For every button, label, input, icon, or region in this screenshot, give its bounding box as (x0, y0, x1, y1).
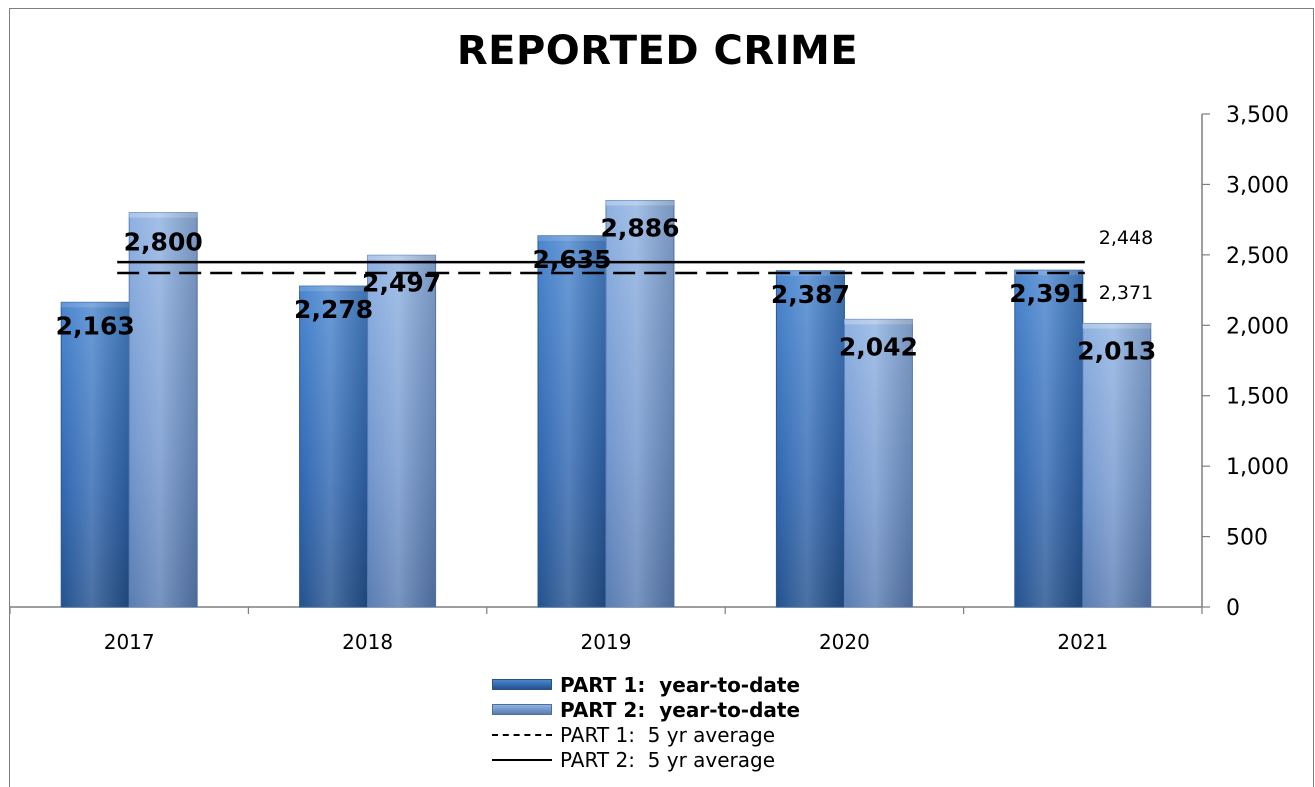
legend-item-part2-avg: PART 2: 5 yr average (492, 747, 800, 772)
legend-swatch-part2 (492, 704, 552, 715)
reference-lines-layer (117, 260, 1085, 275)
x-tick-label: 2017 (104, 630, 155, 654)
bar-shade-part1-2018 (299, 286, 368, 607)
legend-label-part2-avg: PART 2: 5 yr average (560, 747, 776, 772)
x-tick-label: 2020 (819, 630, 870, 654)
avg-label-part1: 2,371 (1099, 282, 1153, 304)
y-tick-label: 500 (1226, 526, 1268, 551)
chart-title: REPORTED CRIME (456, 28, 859, 74)
legend-item-part1: PART 1: year-to-date (492, 672, 800, 697)
bar-shade-part2-2021 (1082, 323, 1151, 607)
data-label-part1-2018: 2,278 (294, 295, 373, 324)
bar-shade-part2-2017 (129, 212, 198, 607)
bar-shade-part1-2020 (776, 270, 845, 607)
x-tick-label: 2021 (1057, 630, 1108, 654)
y-tick-label: 1,500 (1226, 385, 1289, 410)
data-label-part2-2017: 2,800 (124, 228, 203, 257)
bar-shade-part2-2020 (844, 319, 913, 607)
legend-label-part1-avg: PART 1: 5 yr average (560, 722, 776, 747)
legend-item-part1-avg: PART 1: 5 yr average (492, 722, 800, 747)
bar-shade-part1-2021 (1014, 270, 1083, 607)
y-tick-label: 2,500 (1226, 244, 1289, 269)
bar-shade-part2-2019 (606, 200, 674, 608)
bar-shade-part1-2017 (61, 302, 130, 607)
chart-frame (9, 8, 1314, 787)
bar-shade-part1-2019 (538, 235, 606, 607)
legend-solid-line (492, 758, 552, 761)
legend-label-part2: PART 2: year-to-date (560, 697, 801, 722)
legend-swatch-part1 (492, 679, 552, 690)
x-tick-label: 2019 (581, 630, 632, 654)
data-label-part1-2019: 2,635 (532, 245, 611, 274)
labels-layer: 2017 2018 2019 2020 2021 2,371 2,448 2,163 2,800… (56, 213, 1157, 654)
y-tick-label: 0 (1226, 596, 1240, 621)
bars-layer (60, 199, 1152, 608)
y-tick-label: 3,500 (1226, 103, 1289, 128)
bar-shade-part2-2018 (367, 255, 436, 607)
y-tick-label: 1,000 (1226, 455, 1289, 480)
data-label-part2-2021: 2,013 (1077, 336, 1156, 365)
data-label-part1-2021: 2,391 (1009, 279, 1088, 308)
data-label-part2-2020: 2,042 (839, 332, 918, 361)
data-label-part2-2019: 2,886 (600, 213, 679, 242)
legend-dashed-line (492, 733, 552, 736)
data-label-part1-2020: 2,387 (771, 280, 850, 309)
legend-item-part2: PART 2: year-to-date (492, 697, 800, 722)
x-tick-label: 2018 (342, 630, 393, 654)
data-label-part2-2018: 2,497 (362, 268, 441, 297)
y-tick-label: 2,000 (1226, 314, 1289, 339)
data-label-part1-2017: 2,163 (56, 311, 135, 340)
y-tick-label: 3,000 (1226, 173, 1289, 198)
avg-label-part2: 2,448 (1099, 227, 1153, 249)
legend: PART 1: year-to-date PART 2: year-to-dat… (492, 672, 800, 772)
legend-label-part1: PART 1: year-to-date (560, 672, 801, 697)
